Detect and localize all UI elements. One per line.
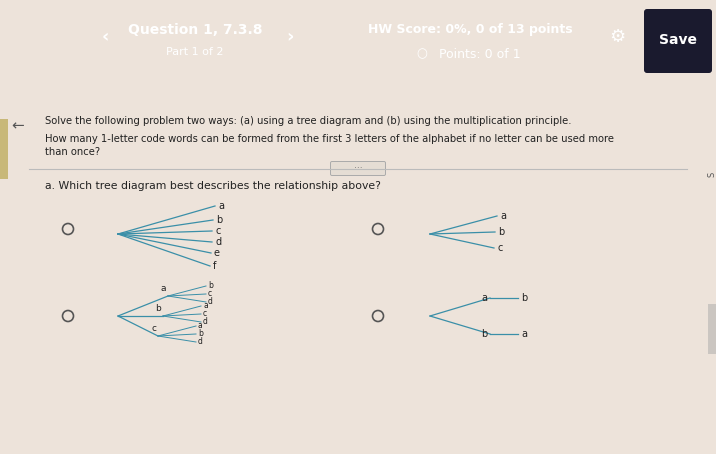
Text: ○: ○ <box>417 48 427 60</box>
Text: a: a <box>521 329 527 339</box>
Text: ···: ··· <box>354 164 362 173</box>
Text: c: c <box>151 324 156 333</box>
Text: How many 1-letter code words can be formed from the first 3 letters of the alpha: How many 1-letter code words can be form… <box>45 134 614 144</box>
Text: S: S <box>707 171 716 177</box>
Text: Points: 0 of 1: Points: 0 of 1 <box>439 48 521 60</box>
Text: a: a <box>218 201 224 211</box>
Text: d: d <box>208 297 213 306</box>
Text: d: d <box>198 337 203 346</box>
Text: d: d <box>203 317 208 326</box>
Text: ‹: ‹ <box>101 28 109 46</box>
Text: ⚙: ⚙ <box>609 28 625 46</box>
Text: b: b <box>208 281 213 291</box>
Text: ›: › <box>286 28 294 46</box>
Text: Save: Save <box>659 33 697 47</box>
Text: Solve the following problem two ways: (a) using a tree diagram and (b) using the: Solve the following problem two ways: (a… <box>45 116 571 126</box>
Text: a: a <box>500 211 506 221</box>
FancyBboxPatch shape <box>0 119 8 179</box>
Text: c: c <box>208 290 212 298</box>
Text: than once?: than once? <box>45 147 100 157</box>
Text: Question 1, 7.3.8: Question 1, 7.3.8 <box>127 23 262 37</box>
Text: a: a <box>203 301 208 311</box>
Text: a: a <box>198 321 203 331</box>
Text: d: d <box>215 237 221 247</box>
Text: f: f <box>213 261 216 271</box>
FancyBboxPatch shape <box>644 9 712 73</box>
Text: b: b <box>498 227 504 237</box>
Text: b: b <box>198 330 203 339</box>
FancyBboxPatch shape <box>331 162 385 176</box>
Text: a. Which tree diagram best describes the relationship above?: a. Which tree diagram best describes the… <box>45 181 381 191</box>
Text: c: c <box>203 310 207 319</box>
FancyBboxPatch shape <box>708 304 716 354</box>
Text: a: a <box>481 293 487 303</box>
Text: Part 1 of 2: Part 1 of 2 <box>166 47 223 57</box>
Text: e: e <box>214 248 220 258</box>
Text: b: b <box>216 215 222 225</box>
Text: ←: ← <box>11 118 24 133</box>
Text: b: b <box>521 293 527 303</box>
Text: b: b <box>155 304 161 313</box>
Text: a: a <box>160 284 166 293</box>
Text: c: c <box>497 243 503 253</box>
Text: c: c <box>215 226 221 236</box>
Text: HW Score: 0%, 0 of 13 points: HW Score: 0%, 0 of 13 points <box>368 24 572 36</box>
Text: b: b <box>480 329 487 339</box>
